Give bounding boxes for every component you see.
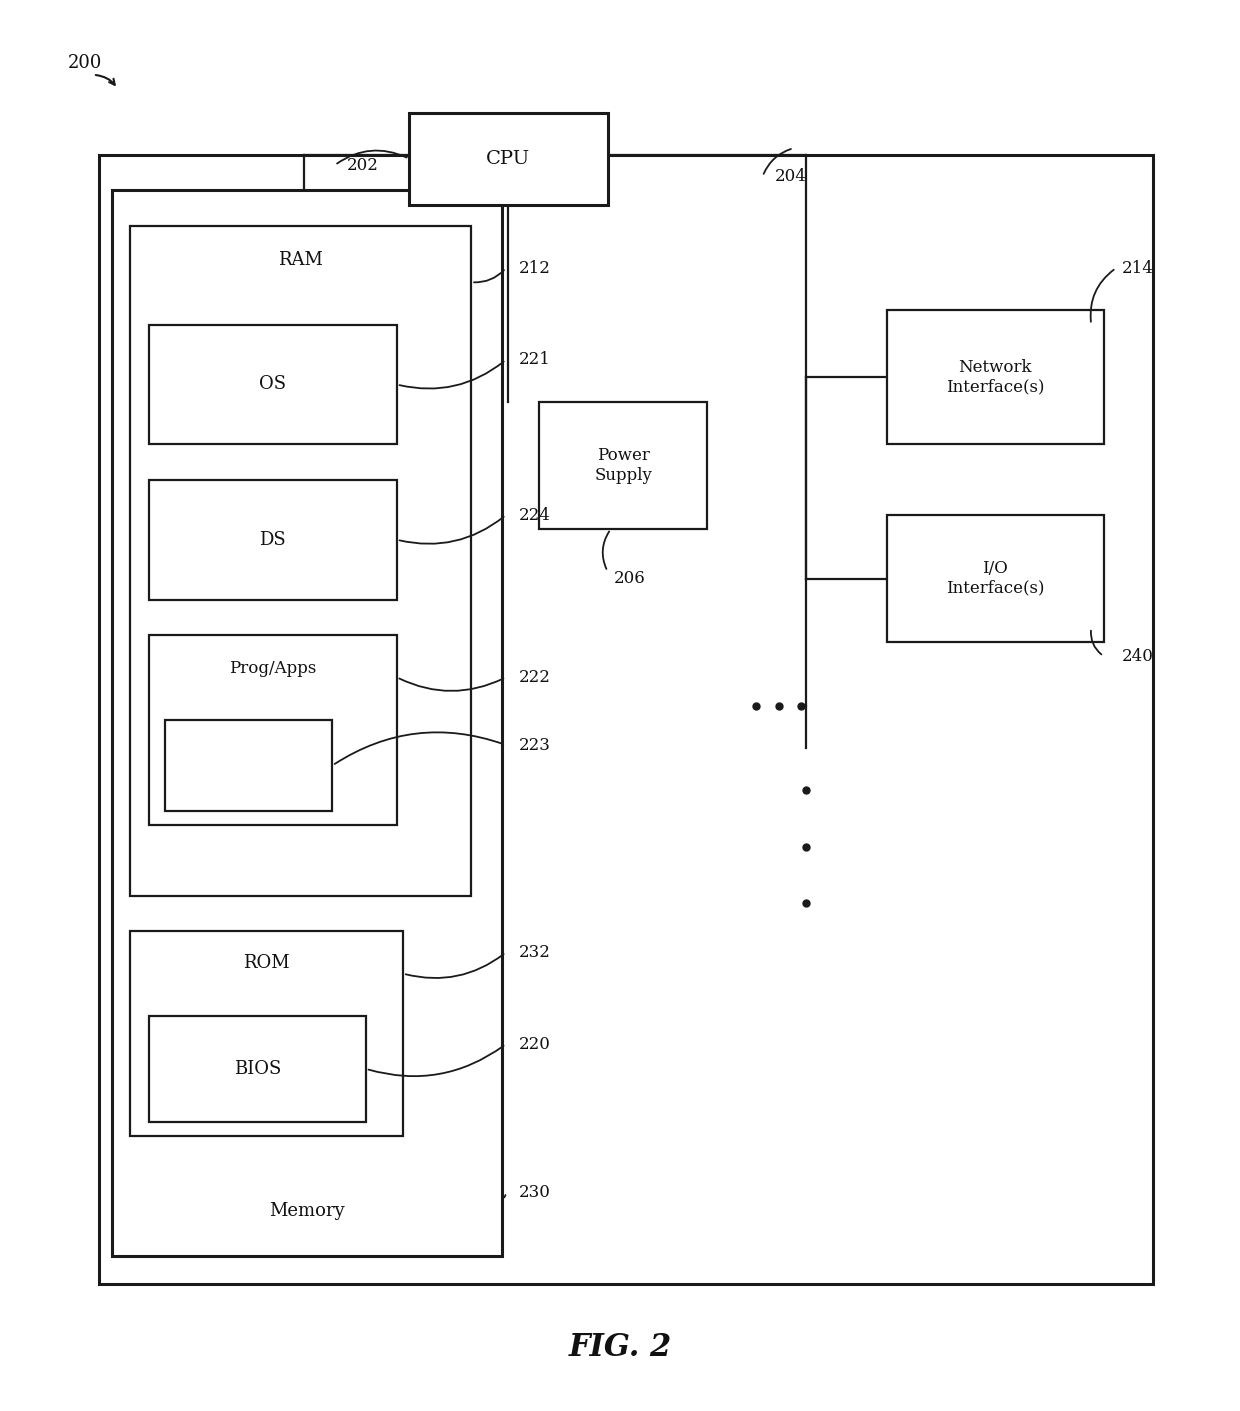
Bar	[887, 515, 1104, 642]
Bar	[165, 720, 332, 811]
Text: OS: OS	[259, 375, 286, 394]
Text: Memory: Memory	[269, 1202, 345, 1219]
Bar	[539, 402, 707, 529]
Bar	[99, 155, 1153, 1284]
Text: 214: 214	[1122, 260, 1154, 277]
Text: 240: 240	[1122, 648, 1154, 665]
Text: BIOS: BIOS	[233, 1060, 281, 1078]
Bar	[149, 325, 397, 444]
Text: 222: 222	[518, 669, 551, 686]
Bar	[887, 310, 1104, 444]
Text: 220: 220	[518, 1036, 551, 1053]
Bar	[112, 190, 502, 1256]
Text: 202: 202	[347, 157, 379, 174]
Bar	[130, 931, 403, 1136]
Text: Power
Supply: Power Supply	[594, 447, 652, 484]
Text: 200: 200	[68, 55, 103, 72]
Bar	[149, 480, 397, 600]
Text: FIG. 2: FIG. 2	[568, 1332, 672, 1363]
Text: RAM: RAM	[278, 251, 324, 270]
Text: 204: 204	[775, 168, 807, 185]
Text: Network
Interface(s): Network Interface(s)	[946, 360, 1044, 395]
Text: Prog/Apps: Prog/Apps	[229, 660, 316, 677]
Bar	[149, 635, 397, 825]
Text: 223: 223	[518, 737, 551, 753]
Text: 224: 224	[518, 507, 551, 523]
Text: 221: 221	[518, 351, 551, 368]
Text: 230: 230	[518, 1184, 551, 1201]
Bar	[409, 113, 608, 205]
Text: I/O
Interface(s): I/O Interface(s)	[946, 560, 1044, 597]
Text: ROM: ROM	[243, 954, 290, 972]
Text: 232: 232	[518, 944, 551, 961]
Bar	[149, 1016, 366, 1122]
Text: 212: 212	[518, 260, 551, 277]
Text: 206: 206	[614, 570, 646, 587]
Text: CPU: CPU	[486, 150, 531, 168]
Text: DS: DS	[259, 531, 286, 549]
Bar	[130, 226, 471, 896]
